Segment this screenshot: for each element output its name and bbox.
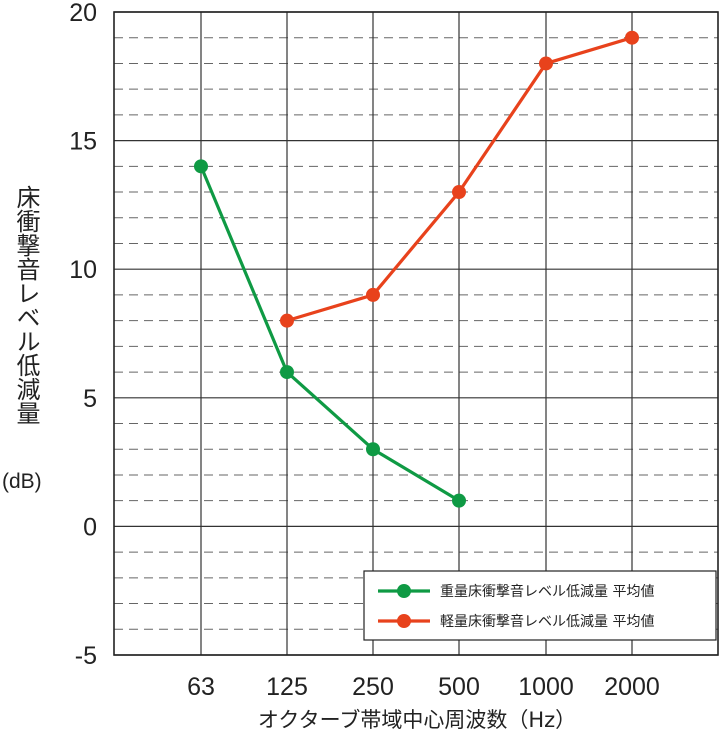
y-tick-label: 15 xyxy=(69,128,97,156)
series-points xyxy=(194,30,639,508)
x-tick-label: 250 xyxy=(352,673,394,701)
y-tick-label: 10 xyxy=(69,256,97,284)
data-point xyxy=(452,493,466,508)
data-point xyxy=(366,442,380,457)
legend-label: 重量床衝撃音レベル低減量 平均値 xyxy=(440,583,654,600)
x-tick-label: 63 xyxy=(187,673,215,701)
legend-marker xyxy=(397,614,411,628)
legend-box xyxy=(363,570,717,641)
legend-marker xyxy=(397,584,411,598)
plot-border xyxy=(113,11,719,656)
legend-label: 軽量床衝撃音レベル低減量 平均値 xyxy=(440,613,654,630)
y-tick-label: 5 xyxy=(83,385,97,413)
data-point xyxy=(625,30,639,45)
x-tick-label: 2000 xyxy=(604,673,660,701)
y-tick-labels: -5 0 5 10 15 20 xyxy=(69,0,97,670)
data-point xyxy=(280,313,294,328)
series-line xyxy=(199,165,460,503)
x-tick-label: 1000 xyxy=(518,673,574,701)
data-point xyxy=(452,185,466,200)
plot-frame xyxy=(113,11,719,656)
y-tick-label: 20 xyxy=(69,0,97,27)
x-axis-label: オクターブ帯域中心周波数（Hz） xyxy=(258,708,576,732)
data-point xyxy=(194,159,208,174)
x-tick-label: 125 xyxy=(266,673,308,701)
x-tick-labels: 63 125 250 500 1000 2000 xyxy=(187,673,660,701)
y-tick-label: -5 xyxy=(75,642,97,670)
y-axis-unit: (dB) xyxy=(2,470,42,493)
x-tick-label: 500 xyxy=(438,673,480,701)
data-point xyxy=(366,287,380,302)
y-axis-label: 床衝撃音レベル低減量 xyxy=(12,185,40,425)
y-tick-label: 0 xyxy=(83,513,97,541)
data-point xyxy=(539,56,553,71)
data-point xyxy=(280,365,294,380)
grid xyxy=(114,11,718,656)
